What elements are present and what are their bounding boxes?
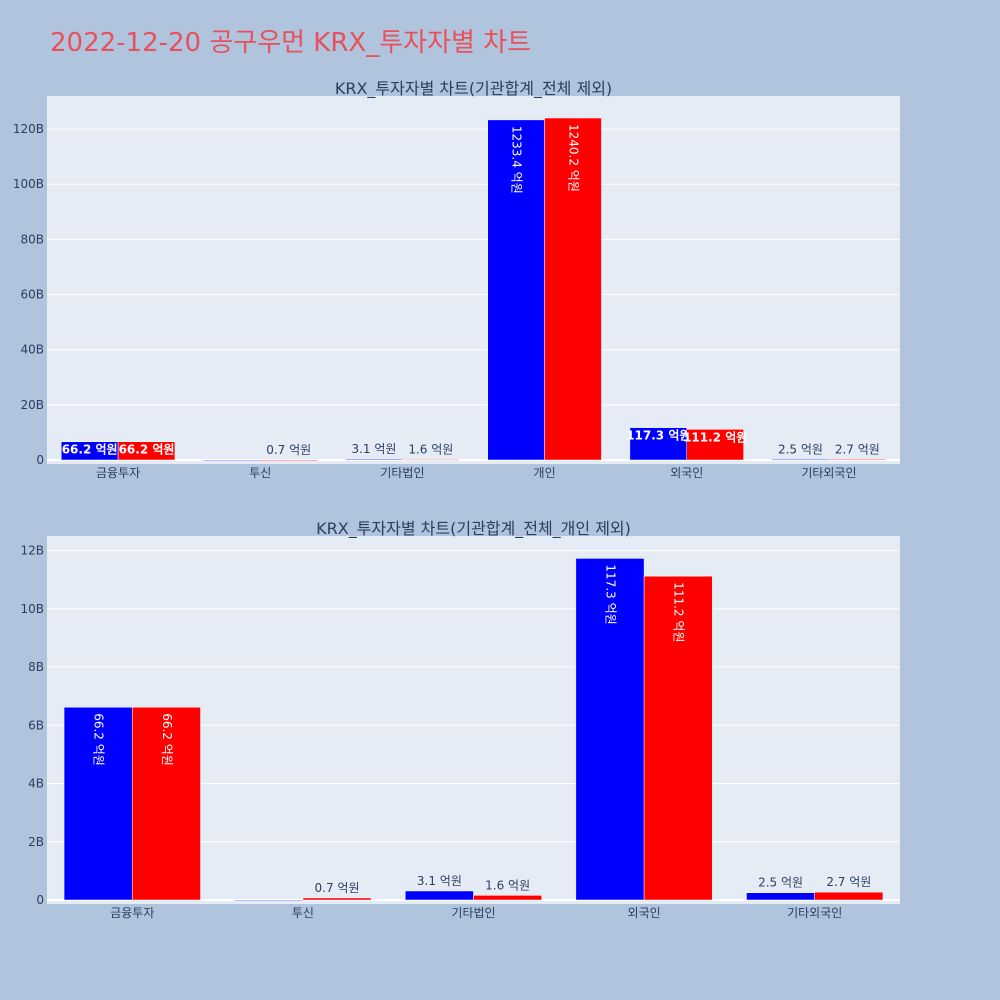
data-label: 66.2 억원: [92, 713, 106, 766]
data-label: 3.1 억원: [417, 874, 462, 888]
bar: [575, 558, 645, 901]
chart-bottom: 0 2B 4B 6B 8B 10B 12B KRX_투자자별 차트(기관합계_전체_개인 제외…: [20, 519, 900, 920]
x-tick-label: 기타법인: [380, 466, 424, 480]
bar: [302, 897, 372, 901]
bar: [643, 575, 713, 901]
y-tick-label: 0: [36, 453, 44, 467]
x-tick-label: 기타외국인: [801, 466, 856, 480]
bar: [814, 891, 884, 901]
y-tick-label: 2B: [28, 835, 44, 849]
x-tick-label: 투신: [292, 906, 314, 920]
y-tick-label: 12B: [20, 544, 44, 558]
bar: [117, 441, 176, 461]
data-label: 1233.4 억원: [510, 126, 524, 194]
y-tick-label: 4B: [28, 777, 44, 791]
bar: [405, 890, 474, 901]
bar: [345, 458, 403, 461]
data-label: 111.2 억원: [683, 430, 747, 444]
data-label: 2.5 억원: [758, 876, 803, 890]
data-label: 0.7 억원: [266, 443, 311, 457]
bar: [473, 895, 542, 901]
data-label: 1.6 억원: [485, 878, 530, 892]
data-label: 3.1 억원: [351, 442, 396, 456]
bar: [686, 429, 744, 461]
data-label: 111.2 억원: [672, 582, 686, 642]
bar: [402, 459, 460, 461]
data-label: 0.7 억원: [315, 881, 360, 895]
x-tick-label: 기타외국인: [787, 906, 842, 920]
bar: [487, 119, 545, 461]
chart-title: KRX_투자자별 차트(기관합계_전체_개인 제외): [316, 519, 631, 539]
y-tick-label: 40B: [20, 343, 44, 357]
data-label: 66.2 억원: [62, 443, 118, 457]
x-tick-label: 개인: [534, 466, 556, 480]
y-tick-label: 120B: [13, 122, 44, 136]
y-tick-label: 10B: [20, 602, 44, 616]
y-tick-label: 20B: [20, 398, 44, 412]
bar: [771, 459, 830, 461]
bar: [629, 427, 688, 461]
chart-top: 0 20B 40B 60B 80B 100B 120B KRX_투자자별 차트(기관합계_전체…: [13, 79, 900, 480]
bar: [544, 117, 602, 461]
x-tick-label: 투신: [249, 466, 271, 480]
data-label: 117.3 억원: [626, 429, 690, 443]
data-label: 2.5 억원: [778, 442, 823, 456]
bar: [234, 899, 304, 902]
y-tick-label: 100B: [13, 177, 44, 191]
chart-title: KRX_투자자별 차트(기관합계_전체 제외): [335, 79, 612, 99]
y-tick-label: 60B: [20, 288, 44, 302]
x-tick-label: 외국인: [628, 906, 661, 920]
y-tick-label: 80B: [20, 232, 44, 246]
bar: [260, 459, 318, 461]
data-label: 66.2 억원: [119, 443, 175, 457]
data-label: 2.7 억원: [835, 442, 880, 456]
y-tick-label: 6B: [28, 718, 44, 732]
data-label: 1240.2 억원: [567, 124, 581, 192]
x-tick-label: 금융투자: [110, 906, 154, 920]
x-tick-label: 금융투자: [96, 466, 140, 480]
y-tick-label: 0: [36, 893, 44, 907]
x-tick-label: 외국인: [670, 466, 703, 480]
data-label: 2.7 억원: [826, 875, 871, 889]
data-label: 117.3 억원: [603, 564, 617, 624]
plot-area: [47, 96, 900, 464]
bar: [132, 706, 201, 901]
y-tick-label: 8B: [28, 660, 44, 674]
data-label: 1.6 억원: [408, 443, 453, 457]
bar: [828, 459, 887, 461]
bar: [746, 892, 815, 901]
data-label: 66.2 억원: [160, 713, 174, 766]
x-tick-label: 기타법인: [451, 906, 495, 920]
bar: [203, 459, 261, 462]
page-title: 2022-12-20 공구우먼 KRX_투자자별 차트: [50, 28, 532, 58]
